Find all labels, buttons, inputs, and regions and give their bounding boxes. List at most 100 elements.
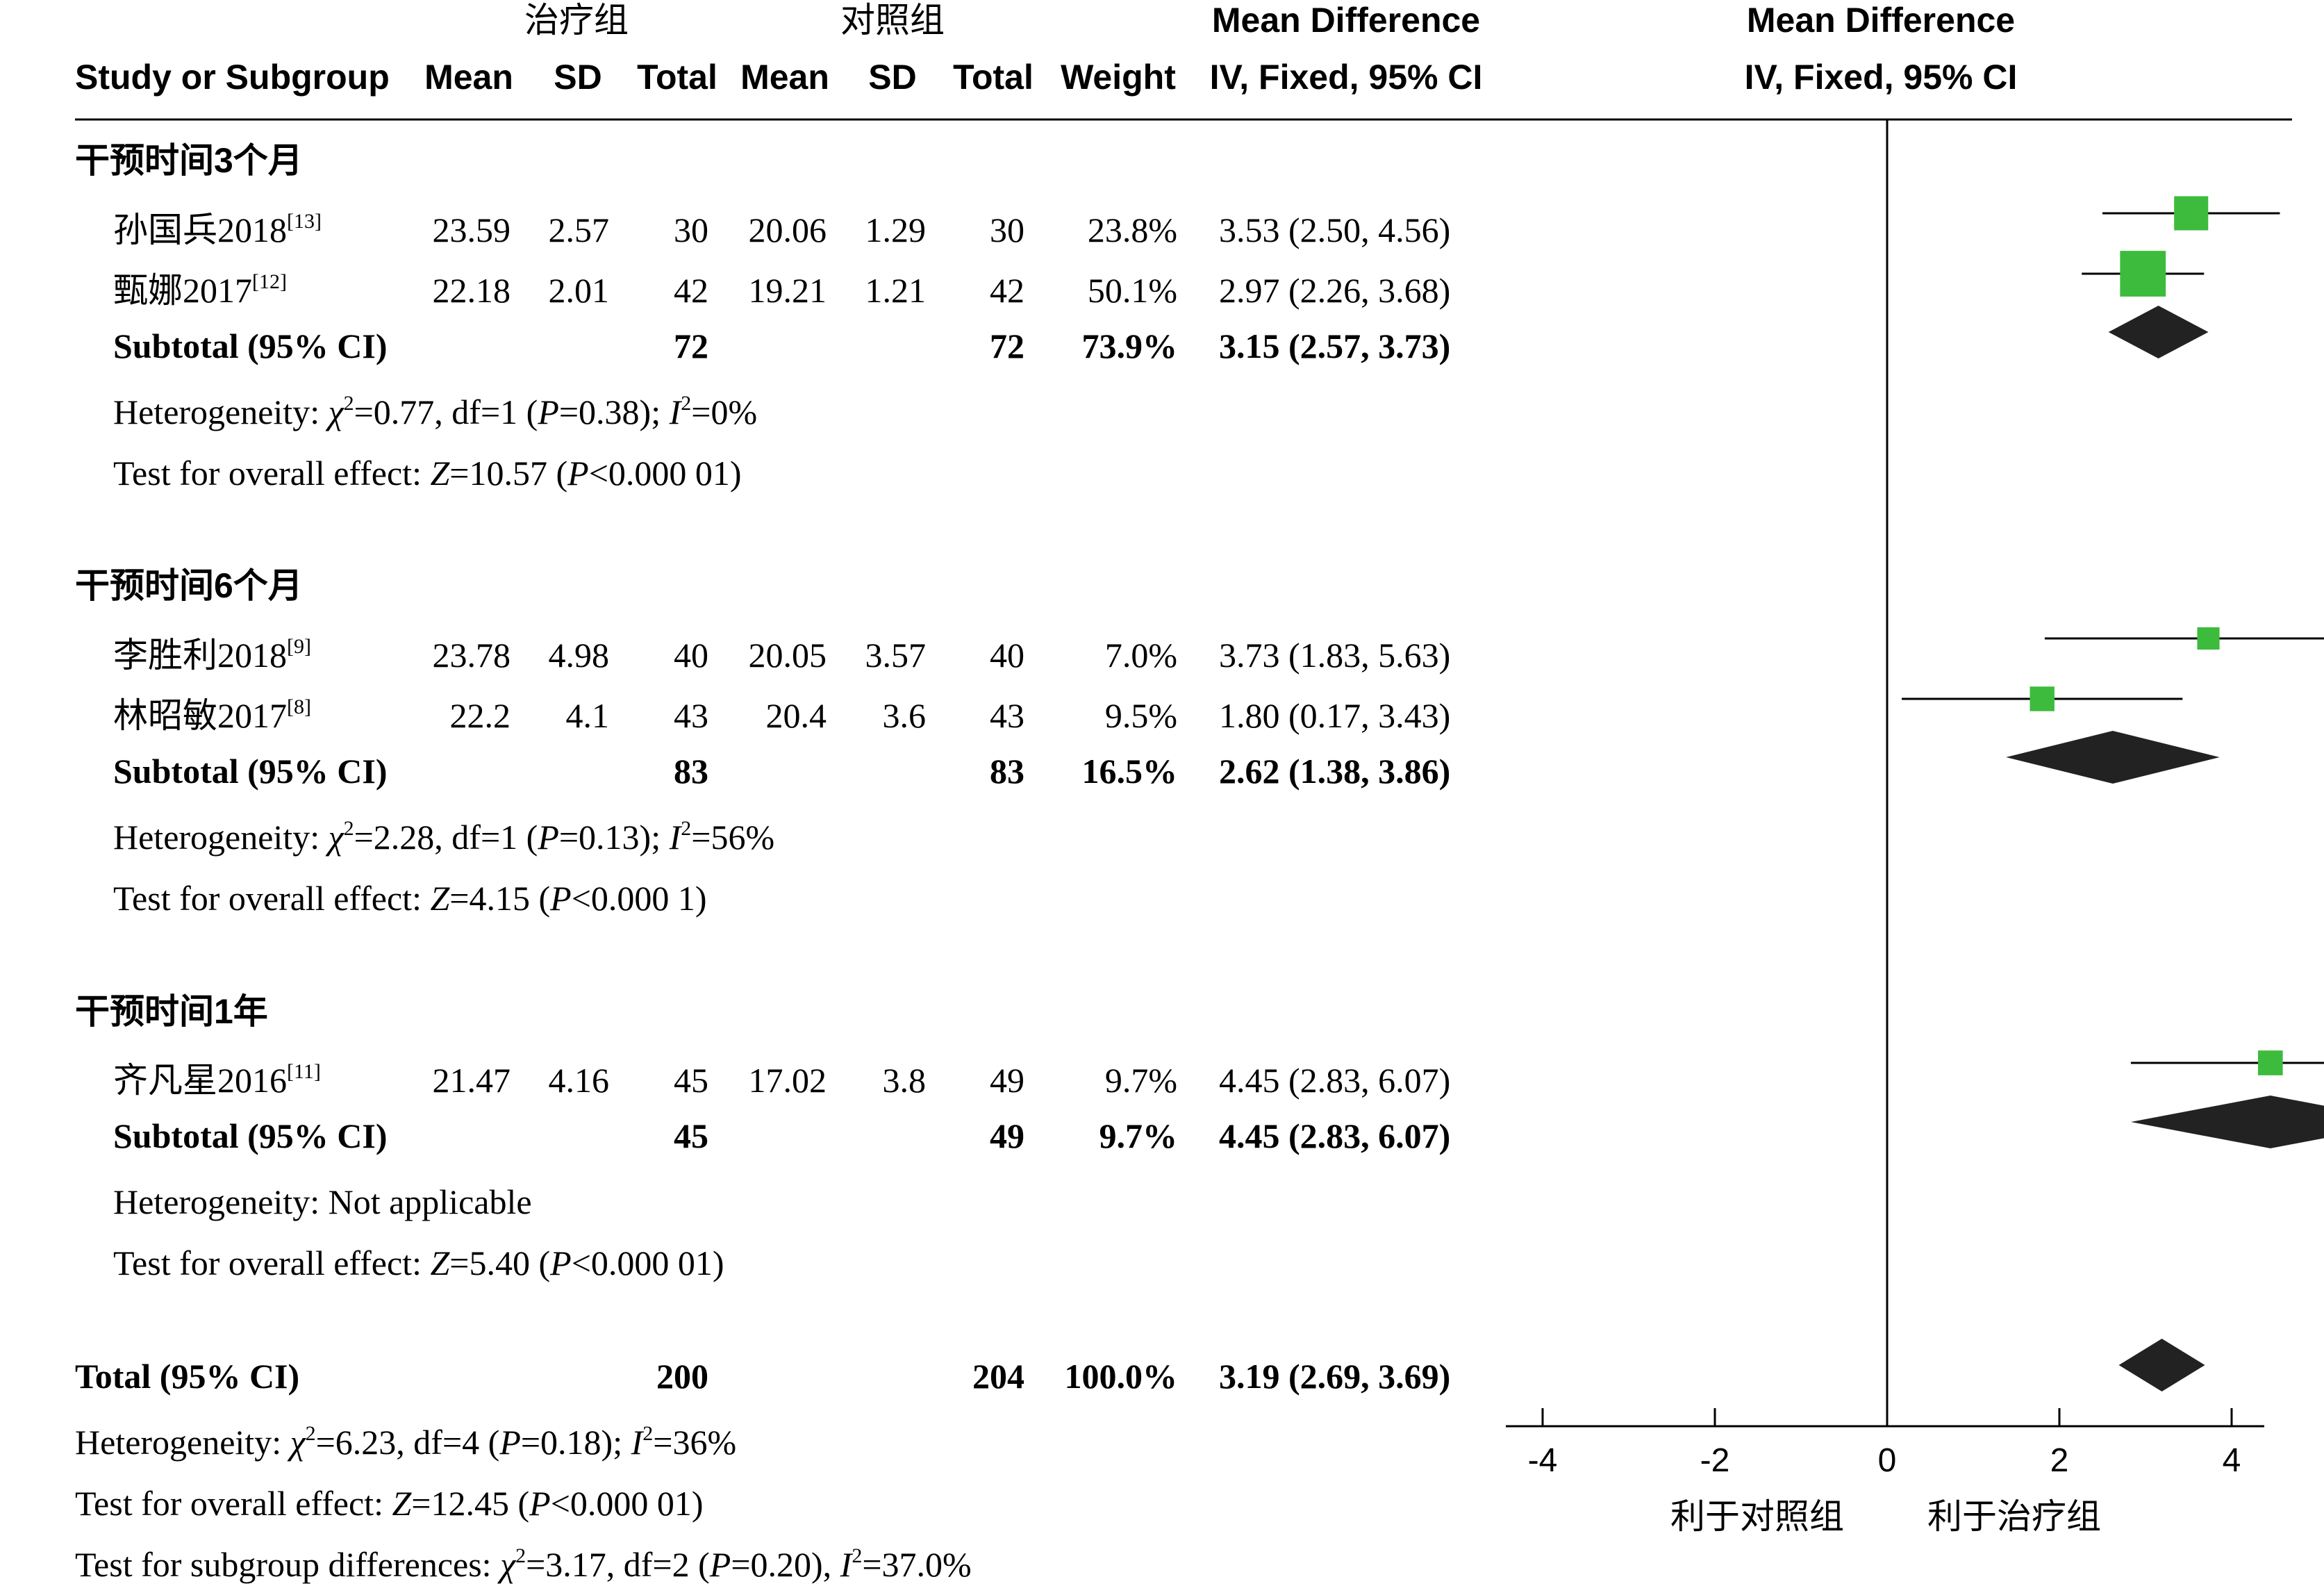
- study-row: 林昭敏2017[8] 22.2 4.1 43 20.4 3.6 43 9.5% …: [113, 695, 1450, 735]
- study-name-text: 甄娜2017: [113, 271, 252, 310]
- study-reference: [11]: [287, 1060, 321, 1083]
- study-name: 林昭敏2017[8]: [113, 695, 311, 735]
- control-sd: 3.8: [883, 1061, 927, 1100]
- treat-total: 30: [674, 210, 708, 249]
- control-sd: 1.29: [865, 210, 927, 249]
- x-axis-tick-label: 2: [2050, 1442, 2069, 1479]
- overall-prefix: Test for overall effect:: [75, 1484, 392, 1523]
- p-value: =0.20),: [731, 1545, 840, 1584]
- treat-total: 45: [674, 1061, 708, 1100]
- treat-total-header: Total: [637, 58, 717, 97]
- subgroup-6-months: 干预时间6个月 李胜利2018[9] 23.78 4.98 40 20.05 3…: [75, 566, 1450, 918]
- control-total: 43: [990, 696, 1024, 735]
- subgroup-3-months: 干预时间3个月 孙国兵2018[13] 23.59 2.57 30 20.06 …: [75, 141, 1450, 493]
- i-symbol: I: [631, 1423, 645, 1462]
- weight-header: Weight: [1061, 58, 1176, 97]
- study-name-text: 李胜利2018: [113, 636, 287, 675]
- z-symbol: Z: [392, 1484, 412, 1523]
- study-row: 李胜利2018[9] 23.78 4.98 40 20.05 3.57 40 7…: [113, 635, 1450, 675]
- overall-effect-text: Test for overall effect: Z=10.57 (P<0.00…: [113, 454, 742, 493]
- subtotal-row: Subtotal (95% CI) 72 72 73.9% 3.15 (2.57…: [113, 327, 1450, 365]
- treat-total: 40: [674, 636, 708, 675]
- i-symbol: I: [669, 818, 683, 857]
- control-mean: 20.06: [749, 210, 827, 249]
- treat-mean: 22.18: [433, 271, 511, 310]
- control-mean: 19.21: [749, 271, 827, 310]
- chi-exponent: 2: [306, 1422, 316, 1445]
- chi-symbol: χ: [288, 1423, 307, 1462]
- z-value: =12.45 (: [411, 1484, 529, 1523]
- study-row: 甄娜2017[12] 22.18 2.01 42 19.21 1.21 42 5…: [113, 270, 1450, 310]
- i-symbol: I: [840, 1545, 854, 1584]
- study-reference: [12]: [252, 270, 287, 293]
- control-total: 204: [972, 1357, 1024, 1396]
- study-reference: [13]: [287, 210, 322, 233]
- study-name-text: 齐凡星2016: [113, 1061, 287, 1100]
- total-label: Total (95% CI): [75, 1357, 299, 1396]
- chi-symbol: χ: [326, 393, 345, 431]
- treatment-group-label: 治疗组: [524, 1, 629, 40]
- md-ci: 4.45 (2.83, 6.07): [1219, 1061, 1450, 1100]
- subgroup-diff-prefix: Test for subgroup differences:: [75, 1545, 500, 1584]
- weight: 9.7%: [1099, 1116, 1178, 1155]
- plot-header-line2: IV, Fixed, 95% CI: [1745, 58, 2018, 97]
- heterogeneity-text: Heterogeneity: Not applicable: [113, 1182, 532, 1221]
- control-sd: 1.21: [865, 271, 927, 310]
- subgroup-1-year: 干预时间1年 齐凡星2016[11] 21.47 4.16 45 17.02 3…: [75, 992, 1450, 1282]
- control-total: 49: [990, 1116, 1024, 1155]
- subgroup-title: 干预时间3个月: [75, 141, 303, 180]
- favours-control-label: 利于对照组: [1670, 1497, 1844, 1536]
- i-exponent: 2: [852, 1544, 862, 1567]
- i-exponent: 2: [642, 1422, 653, 1445]
- chi-exponent: 2: [515, 1544, 526, 1567]
- p-symbol: P: [549, 879, 572, 918]
- subtotal-row: Subtotal (95% CI) 83 83 16.5% 2.62 (1.38…: [113, 752, 1450, 791]
- i-value: =36%: [653, 1423, 736, 1462]
- treat-total: 42: [674, 271, 708, 310]
- treat-mean-header: Mean: [424, 58, 513, 97]
- p-symbol: P: [549, 1244, 572, 1282]
- z-symbol: Z: [430, 454, 450, 493]
- x-axis-tick-label: 4: [2223, 1442, 2241, 1479]
- study-name: 李胜利2018[9]: [113, 635, 311, 675]
- treat-sd: 4.16: [549, 1061, 610, 1100]
- i-exponent: 2: [681, 392, 691, 415]
- heterogeneity-prefix: Heterogeneity:: [113, 818, 329, 857]
- i-value: =56%: [691, 818, 774, 857]
- x-axis-tick-label: 0: [1878, 1442, 1897, 1479]
- treat-total: 200: [656, 1357, 708, 1396]
- md-ci: 3.53 (2.50, 4.56): [1219, 210, 1450, 249]
- control-sd: 3.57: [865, 636, 927, 675]
- md-ci: 2.97 (2.26, 3.68): [1219, 271, 1450, 310]
- study-row: 齐凡星2016[11] 21.47 4.16 45 17.02 3.8 49 9…: [113, 1060, 1450, 1100]
- control-mean-header: Mean: [740, 58, 829, 97]
- i-exponent: 2: [681, 817, 691, 840]
- i-symbol: I: [669, 393, 683, 431]
- overall-prefix: Test for overall effect:: [113, 1244, 430, 1282]
- subtotal-diamond: [2006, 731, 2220, 784]
- control-total: 42: [990, 271, 1024, 310]
- heterogeneity-prefix: Heterogeneity:: [75, 1423, 290, 1462]
- z-value: =4.15 (: [449, 879, 550, 918]
- control-total: 40: [990, 636, 1024, 675]
- chi-symbol: χ: [497, 1545, 517, 1584]
- treat-total: 83: [674, 752, 708, 791]
- control-mean: 20.05: [749, 636, 827, 675]
- md-ci: 4.45 (2.83, 6.07): [1219, 1116, 1450, 1155]
- control-mean: 20.4: [766, 696, 827, 735]
- chi-exponent: 2: [344, 817, 354, 840]
- md-ci: 3.73 (1.83, 5.63): [1219, 636, 1450, 675]
- subtotal-diamond: [2130, 1096, 2324, 1148]
- total-heterogeneity-text: Heterogeneity: χ2=6.23, df=4 (P=0.18); I…: [75, 1422, 736, 1462]
- total-overall-effect-text: Test for overall effect: Z=12.45 (P<0.00…: [75, 1484, 704, 1523]
- treat-mean: 22.2: [450, 696, 511, 735]
- plot-panel: -4 -2 0 2 4 利于对照组 利于治疗组: [1506, 119, 2324, 1536]
- treat-total: 45: [674, 1116, 708, 1155]
- subtotal-label: Subtotal (95% CI): [113, 752, 387, 791]
- p-symbol: P: [499, 1423, 521, 1462]
- treat-total: 43: [674, 696, 708, 735]
- chi-value: =2.28, df=1 (: [354, 818, 538, 857]
- study-effect-square: [2030, 686, 2055, 711]
- p-value: =0.38);: [559, 393, 670, 431]
